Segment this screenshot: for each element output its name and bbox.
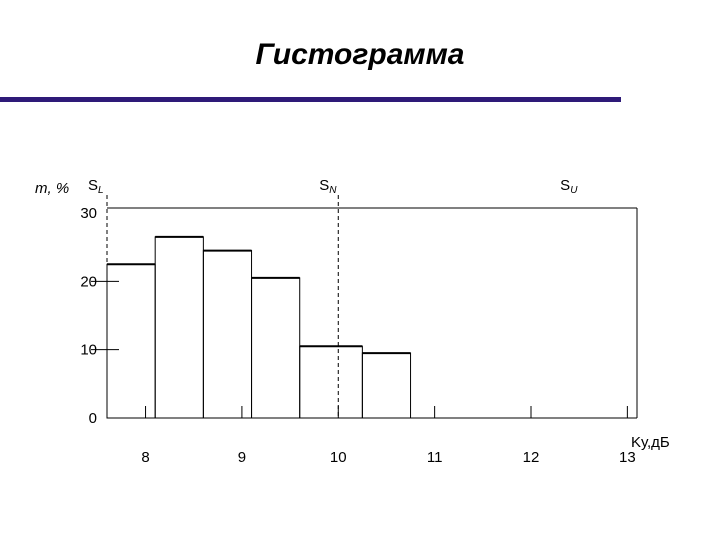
spec-markers: SL SN SU — [88, 177, 578, 418]
histogram-bar — [251, 277, 301, 419]
y-tick-label: 30 — [80, 205, 97, 222]
spec-marker-label: SU — [560, 177, 578, 196]
histogram-bars — [106, 235, 412, 419]
x-tick-label: 9 — [238, 449, 246, 466]
histogram-bar — [361, 352, 412, 419]
x-tick-label: 8 — [141, 449, 149, 466]
plot-frame — [107, 207, 638, 419]
y-axis-label: m, % — [35, 180, 69, 197]
x-axis-ticks: 8 9 10 11 12 13 — [141, 406, 636, 466]
histogram-bar — [154, 236, 204, 419]
y-tick-label: 0 — [89, 410, 97, 427]
y-axis-ticks: 0 10 20 30 — [80, 205, 119, 427]
x-tick-label: 11 — [427, 449, 443, 466]
slide-title: Гистограмма — [255, 38, 465, 71]
histogram-bar — [299, 345, 363, 419]
histogram-bar — [202, 250, 253, 419]
spec-marker-label: SL — [88, 177, 104, 196]
x-tick-label: 13 — [619, 449, 636, 466]
x-axis-label: Kу,дБ — [631, 434, 670, 451]
histogram-bar — [106, 263, 156, 419]
y-tick-label: 20 — [80, 273, 97, 290]
x-tick-label: 12 — [523, 449, 540, 466]
spec-marker-label: SN — [319, 177, 337, 196]
title-rule — [0, 97, 621, 102]
x-tick-label: 10 — [330, 449, 347, 466]
y-tick-label: 10 — [80, 342, 97, 359]
